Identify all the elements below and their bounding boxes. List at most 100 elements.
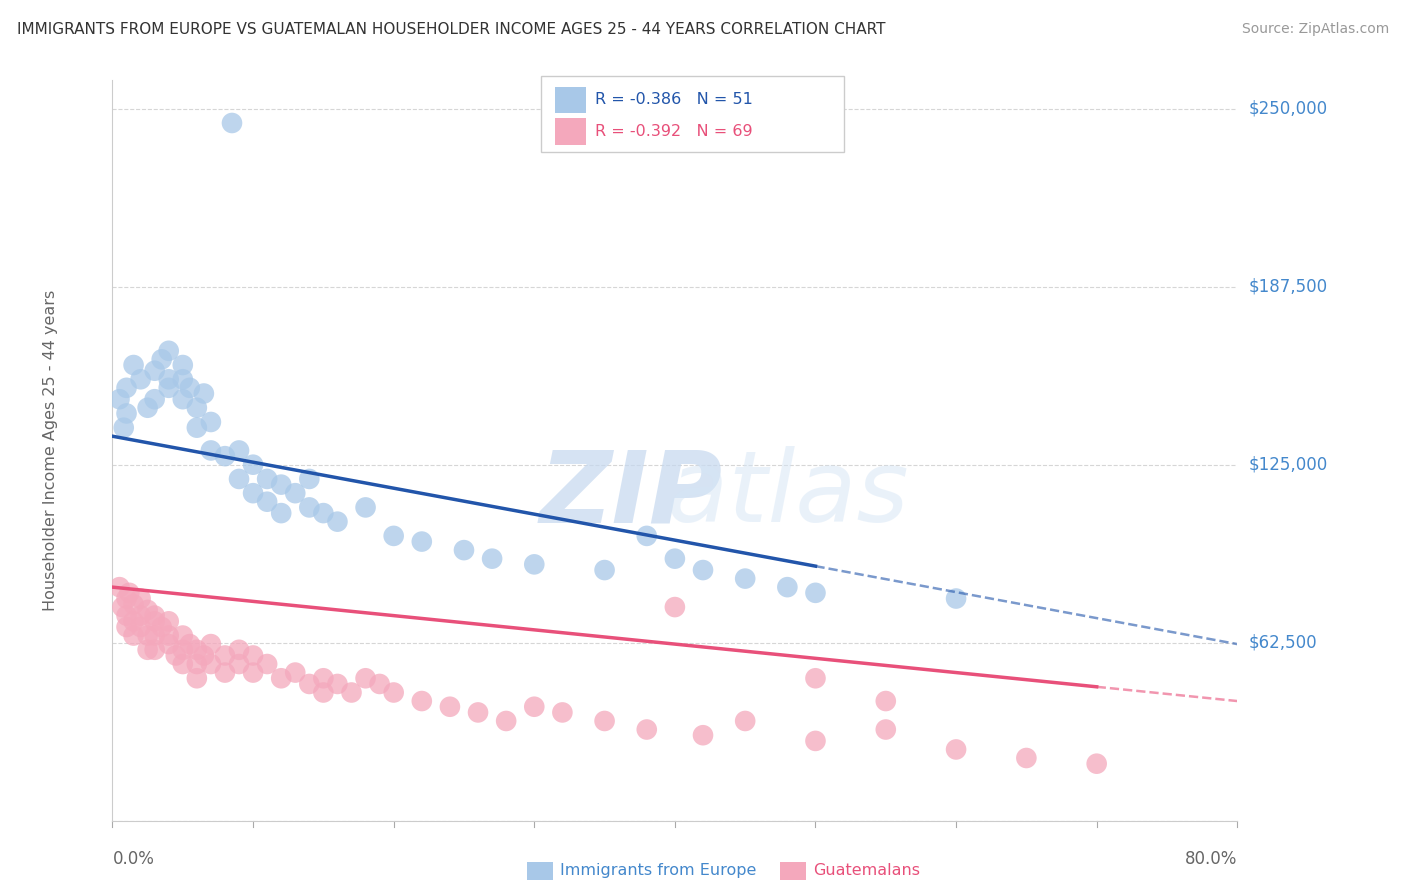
Point <box>143 364 166 378</box>
Point <box>143 392 166 407</box>
Point <box>115 591 138 606</box>
Point <box>143 615 166 629</box>
Point <box>593 714 616 728</box>
Text: $250,000: $250,000 <box>1249 100 1327 118</box>
Point <box>193 386 215 401</box>
Point <box>228 657 250 671</box>
Point <box>776 580 799 594</box>
Point <box>118 586 141 600</box>
Point <box>108 580 131 594</box>
Point <box>129 372 152 386</box>
Point <box>411 534 433 549</box>
Point <box>242 458 264 472</box>
Point <box>200 637 222 651</box>
Text: IMMIGRANTS FROM EUROPE VS GUATEMALAN HOUSEHOLDER INCOME AGES 25 - 44 YEARS CORRE: IMMIGRANTS FROM EUROPE VS GUATEMALAN HOU… <box>17 22 886 37</box>
Point <box>228 472 250 486</box>
Point <box>200 415 222 429</box>
Point <box>214 648 236 663</box>
Point <box>186 642 208 657</box>
Point <box>312 685 335 699</box>
Point <box>1015 751 1038 765</box>
Text: $62,500: $62,500 <box>1249 633 1317 652</box>
Point <box>242 665 264 680</box>
Point <box>115 407 138 421</box>
Point <box>804 671 827 685</box>
Point <box>150 620 173 634</box>
Point <box>734 572 756 586</box>
Point <box>298 500 321 515</box>
Point <box>228 443 250 458</box>
Point <box>129 591 152 606</box>
Point <box>115 381 138 395</box>
Point <box>256 657 278 671</box>
Point <box>186 657 208 671</box>
Text: R = -0.386   N = 51: R = -0.386 N = 51 <box>595 93 752 107</box>
Point <box>467 706 489 720</box>
Text: $125,000: $125,000 <box>1249 456 1327 474</box>
Point <box>193 648 215 663</box>
Point <box>179 637 201 651</box>
Point <box>945 591 967 606</box>
Point <box>111 600 134 615</box>
Point <box>270 506 292 520</box>
Point <box>270 477 292 491</box>
Point <box>165 648 187 663</box>
Point <box>481 551 503 566</box>
Point <box>636 723 658 737</box>
Point <box>439 699 461 714</box>
Point <box>186 671 208 685</box>
Point <box>143 608 166 623</box>
Point <box>804 586 827 600</box>
Point <box>242 486 264 500</box>
Text: $187,500: $187,500 <box>1249 277 1327 296</box>
Point <box>1085 756 1108 771</box>
Point <box>256 494 278 508</box>
Point <box>172 372 194 386</box>
Point <box>115 608 138 623</box>
Point <box>284 665 307 680</box>
Text: 80.0%: 80.0% <box>1185 850 1237 868</box>
Point <box>143 642 166 657</box>
Point <box>354 671 377 685</box>
Point <box>340 685 363 699</box>
Point <box>136 603 159 617</box>
Point <box>411 694 433 708</box>
Point <box>256 472 278 486</box>
Point <box>122 358 145 372</box>
Point <box>200 443 222 458</box>
Point <box>523 699 546 714</box>
Point <box>270 671 292 685</box>
Point <box>112 420 135 434</box>
Point <box>122 629 145 643</box>
Point <box>453 543 475 558</box>
Point <box>875 723 897 737</box>
Point <box>157 381 180 395</box>
Point <box>875 694 897 708</box>
Text: Householder Income Ages 25 - 44 years: Householder Income Ages 25 - 44 years <box>44 290 58 611</box>
Point <box>108 392 131 407</box>
Point <box>692 563 714 577</box>
Point <box>186 420 208 434</box>
Point <box>945 742 967 756</box>
Point <box>242 648 264 663</box>
Point <box>804 734 827 748</box>
Text: Guatemalans: Guatemalans <box>813 863 920 878</box>
Text: Immigrants from Europe: Immigrants from Europe <box>560 863 756 878</box>
Point <box>664 551 686 566</box>
Point <box>136 401 159 415</box>
Point <box>354 500 377 515</box>
Text: 0.0%: 0.0% <box>112 850 155 868</box>
Point <box>312 506 335 520</box>
Point <box>136 642 159 657</box>
Point <box>523 558 546 572</box>
Point <box>326 515 349 529</box>
Point <box>115 620 138 634</box>
Point <box>172 642 194 657</box>
Point <box>172 657 194 671</box>
Text: R = -0.392   N = 69: R = -0.392 N = 69 <box>595 124 752 138</box>
Point <box>326 677 349 691</box>
Text: ZIP: ZIP <box>540 446 723 543</box>
Text: Source: ZipAtlas.com: Source: ZipAtlas.com <box>1241 22 1389 37</box>
Point <box>312 671 335 685</box>
Point <box>157 372 180 386</box>
